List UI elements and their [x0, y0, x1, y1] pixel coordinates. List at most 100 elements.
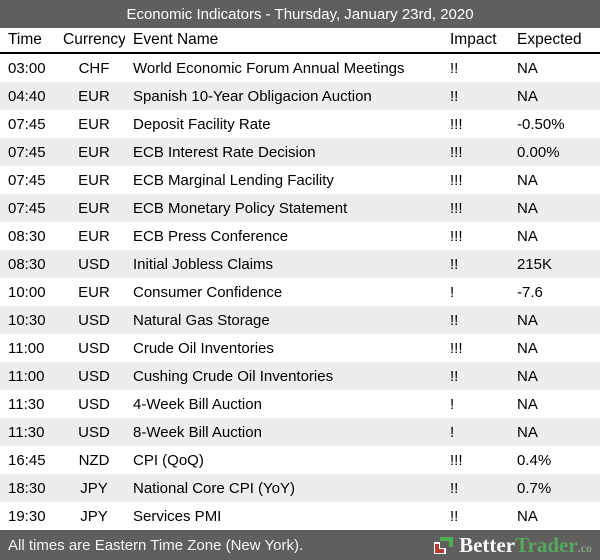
cell-impact: !!! — [450, 339, 463, 357]
cell-event: ECB Press Conference — [133, 227, 289, 245]
bettertrader-logo-icon — [434, 536, 454, 554]
cell-event: ECB Marginal Lending Facility — [133, 171, 334, 189]
cell-event: Spanish 10-Year Obligacion Auction — [133, 87, 372, 105]
table-body: 03:00 CHF World Economic Forum Annual Meet… — [0, 54, 600, 530]
cell-event: 4-Week Bill Auction — [133, 395, 262, 413]
logo-red-bracket-icon — [435, 543, 445, 553]
cell-time: 07:45 — [8, 199, 46, 217]
cell-impact: !! — [450, 87, 459, 105]
column-header-expected: Expected — [517, 31, 582, 48]
table-row: 10:00 EUR Consumer Confidence! -7.6 — [0, 278, 600, 306]
cell-impact: !! — [450, 255, 459, 273]
cell-time: 10:30 — [8, 311, 46, 329]
table-header-row: Time Currency Event Name Impact Expected — [0, 28, 600, 54]
cell-currency: USD — [78, 423, 110, 441]
cell-currency: USD — [78, 339, 110, 357]
table-row: 18:30 JPY National Core CPI (YoY)!! 0.7% — [0, 474, 600, 502]
table-row: 08:30 EUR ECB Press Conference!!! NA — [0, 222, 600, 250]
cell-expected: NA — [517, 507, 538, 525]
cell-event: ECB Monetary Policy Statement — [133, 199, 348, 217]
cell-time: 11:30 — [8, 423, 45, 441]
bettertrader-brand: BetterTrader.co — [434, 532, 592, 557]
cell-impact: !! — [450, 59, 459, 77]
cell-event: CPI (QoQ) — [133, 451, 204, 469]
cell-event: 8-Week Bill Auction — [133, 423, 262, 441]
table-row: 07:45 EUR ECB Marginal Lending Facility!!!… — [0, 166, 600, 194]
cell-expected: 0.7% — [517, 479, 552, 497]
column-header-event: Event Name — [133, 31, 219, 48]
title-bar: Economic Indicators - Thursday, January … — [0, 0, 600, 28]
page-title: Economic Indicators - Thursday, January … — [126, 5, 474, 23]
cell-impact: ! — [450, 423, 455, 441]
table-row: 07:45 EUR ECB Interest Rate Decision!!! 0.0… — [0, 138, 600, 166]
cell-time: 07:45 — [8, 115, 46, 133]
cell-event: Cushing Crude Oil Inventories — [133, 367, 334, 385]
cell-time: 10:00 — [8, 283, 46, 301]
cell-impact: ! — [450, 395, 455, 413]
cell-currency: EUR — [78, 199, 110, 217]
table-row: 11:00 USD Cushing Crude Oil Inventories!! N… — [0, 362, 600, 390]
cell-impact: !!! — [450, 199, 463, 217]
footer-bar: All times are Eastern Time Zone (New Yor… — [0, 530, 600, 560]
cell-currency: USD — [78, 255, 110, 273]
cell-event: National Core CPI (YoY) — [133, 479, 296, 497]
cell-expected: NA — [517, 367, 538, 385]
column-header-time: Time — [8, 31, 42, 48]
cell-expected: NA — [517, 311, 538, 329]
cell-event: ECB Interest Rate Decision — [133, 143, 316, 161]
cell-currency: CHF — [78, 59, 110, 77]
cell-expected: NA — [517, 59, 538, 77]
table-row: 07:45 EUR Deposit Facility Rate!!! -0.50% — [0, 110, 600, 138]
cell-event: Natural Gas Storage — [133, 311, 270, 329]
cell-expected: NA — [517, 339, 538, 357]
cell-time: 07:45 — [8, 171, 46, 189]
table-row: 04:40 EUR Spanish 10-Year Obligacion Aucti… — [0, 82, 600, 110]
cell-time: 16:45 — [8, 451, 46, 469]
cell-currency: EUR — [78, 283, 110, 301]
cell-time: 04:40 — [8, 87, 46, 105]
cell-expected: -7.6 — [517, 283, 543, 301]
cell-currency: USD — [78, 395, 110, 413]
cell-currency: JPY — [80, 507, 108, 525]
cell-currency: EUR — [78, 143, 110, 161]
cell-time: 11:30 — [8, 395, 45, 413]
cell-impact: !! — [450, 311, 459, 329]
cell-time: 07:45 — [8, 143, 46, 161]
brand-name-second: Trader — [515, 532, 578, 557]
cell-event: Services PMI — [133, 507, 222, 525]
cell-expected: 215K — [517, 255, 553, 273]
cell-impact: !!! — [450, 171, 463, 189]
cell-currency: EUR — [78, 87, 110, 105]
cell-time: 08:30 — [8, 255, 46, 273]
cell-expected: NA — [517, 227, 538, 245]
cell-time: 11:00 — [8, 367, 45, 385]
cell-time: 03:00 — [8, 59, 46, 77]
brand-tld: .co — [577, 540, 592, 555]
cell-expected: NA — [517, 171, 538, 189]
cell-time: 08:30 — [8, 227, 46, 245]
cell-impact: !!! — [450, 115, 463, 133]
cell-time: 18:30 — [8, 479, 46, 497]
cell-event: Initial Jobless Claims — [133, 255, 274, 273]
cell-event: Crude Oil Inventories — [133, 339, 274, 357]
cell-event: Consumer Confidence — [133, 283, 283, 301]
cell-currency: EUR — [78, 171, 110, 189]
cell-expected: NA — [517, 199, 538, 217]
cell-expected: 0.4% — [517, 451, 552, 469]
cell-currency: EUR — [78, 115, 110, 133]
cell-impact: !!! — [450, 227, 463, 245]
cell-expected: NA — [517, 87, 538, 105]
logo-green-bracket-icon — [440, 536, 454, 547]
cell-currency: EUR — [78, 227, 110, 245]
cell-impact: !! — [450, 507, 459, 525]
cell-event: Deposit Facility Rate — [133, 115, 271, 133]
table-row: 16:45 NZD CPI (QoQ)!!! 0.4% — [0, 446, 600, 474]
table-row: 07:45 EUR ECB Monetary Policy Statement!!!… — [0, 194, 600, 222]
column-header-impact: Impact — [450, 31, 497, 48]
cell-expected: 0.00% — [517, 143, 560, 161]
cell-impact: ! — [450, 283, 455, 301]
cell-impact: !! — [450, 479, 459, 497]
table-row: 03:00 CHF World Economic Forum Annual Meet… — [0, 54, 600, 82]
cell-impact: !! — [450, 367, 459, 385]
cell-expected: NA — [517, 423, 538, 441]
